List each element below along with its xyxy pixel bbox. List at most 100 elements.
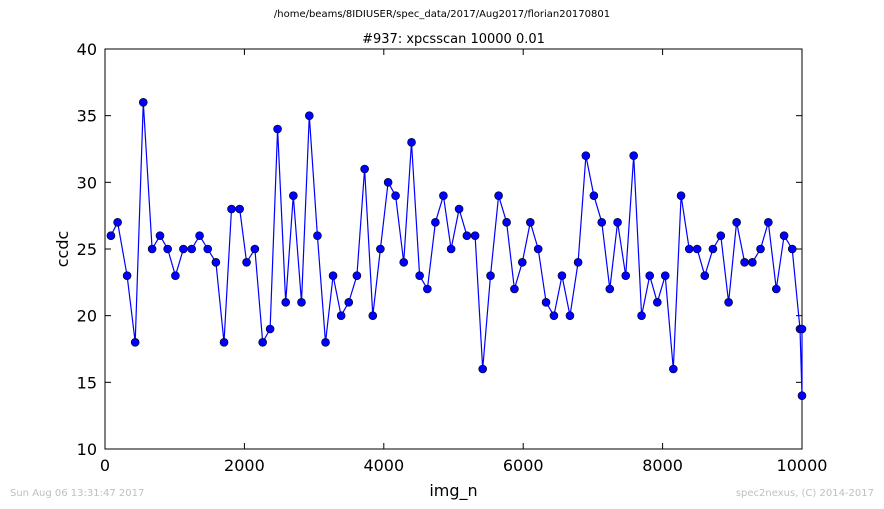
data-point [645, 271, 655, 280]
data-point [494, 191, 503, 200]
data-point [486, 271, 495, 280]
data-point [700, 271, 710, 280]
data-point [740, 258, 749, 267]
x-tick-label: 4000 [363, 456, 404, 475]
data-point [565, 311, 575, 320]
data-point [171, 271, 180, 280]
data-point [797, 324, 807, 334]
data-point [526, 218, 535, 227]
data-point [297, 298, 306, 307]
data-point [423, 284, 432, 294]
data-point [724, 298, 733, 307]
data-point [258, 338, 267, 347]
data-point [265, 324, 275, 334]
data-point [454, 204, 464, 214]
data-point [676, 191, 686, 200]
data-point [407, 138, 416, 147]
x-axis-label: img_n [429, 481, 477, 501]
data-point [541, 298, 551, 307]
data-point [187, 244, 197, 254]
x-tick-label: 0 [100, 456, 110, 475]
data-point [653, 298, 662, 307]
data-point [106, 231, 116, 240]
data-points [106, 98, 807, 400]
file-path-title: /home/beams/8IDIUSER/spec_data/2017/Aug2… [273, 9, 611, 20]
data-point [589, 191, 599, 200]
data-point [130, 338, 140, 347]
data-point [597, 218, 607, 227]
timestamp-footer: Sun Aug 06 13:31:47 2017 [10, 488, 145, 499]
series-line [110, 102, 803, 396]
data-point [446, 244, 456, 254]
axis-ticks [104, 48, 803, 450]
data-point [637, 311, 646, 320]
y-tick-labels: 10 15 20 25 30 35 40 [77, 40, 97, 459]
data-point [502, 218, 511, 227]
data-point [510, 284, 519, 294]
data-point [219, 338, 229, 347]
data-point [147, 244, 157, 254]
data-point [748, 258, 757, 267]
data-point [113, 218, 122, 227]
data-point [771, 284, 781, 294]
data-point [787, 244, 797, 254]
data-point [179, 244, 188, 254]
data-point [203, 244, 213, 254]
data-point [431, 218, 440, 227]
data-point [684, 244, 694, 254]
data-point [549, 311, 559, 320]
data-point [517, 258, 527, 267]
credit-footer: spec2nexus, (C) 2014-2017 [735, 488, 874, 499]
data-point [573, 258, 583, 267]
data-point [533, 244, 543, 254]
data-point [383, 178, 393, 187]
data-point [660, 271, 670, 280]
data-point [629, 151, 638, 160]
data-point [439, 191, 448, 200]
data-point [376, 244, 385, 254]
data-point [716, 231, 726, 240]
data-point [195, 231, 204, 240]
data-point [415, 271, 424, 280]
data-point [211, 258, 221, 267]
data-point [328, 271, 338, 280]
data-point [779, 231, 789, 240]
data-point [797, 391, 807, 400]
x-tick-label: 6000 [503, 456, 544, 475]
data-point [242, 258, 251, 267]
x-tick-label: 8000 [642, 456, 683, 475]
y-tick-label: 25 [77, 240, 97, 259]
x-tick-labels: 0 2000 4000 6000 8000 10000 [100, 456, 828, 475]
data-point [336, 311, 346, 320]
data-point [756, 244, 765, 254]
y-tick-label: 10 [77, 440, 97, 459]
y-tick-label: 15 [77, 373, 97, 392]
y-tick-label: 20 [77, 307, 97, 326]
data-point [581, 151, 591, 160]
data-point [344, 298, 354, 307]
data-point [273, 124, 282, 134]
data-point [613, 218, 622, 227]
data-point [462, 231, 472, 240]
data-point [470, 231, 480, 240]
y-tick-label: 40 [77, 40, 97, 59]
data-point [281, 298, 291, 307]
data-point [557, 271, 567, 280]
data-point [235, 204, 244, 214]
data-point [250, 244, 260, 254]
data-point [304, 111, 314, 120]
data-point [313, 231, 322, 240]
data-point [621, 271, 631, 280]
data-point [732, 218, 741, 227]
data-point [321, 338, 330, 347]
y-tick-label: 35 [77, 107, 97, 126]
data-point [669, 364, 678, 374]
data-point [122, 271, 132, 280]
data-point [138, 98, 148, 107]
data-point [289, 191, 298, 200]
data-point [352, 271, 362, 280]
y-tick-label: 30 [77, 173, 97, 192]
data-point [399, 258, 409, 267]
data-point [605, 284, 615, 294]
